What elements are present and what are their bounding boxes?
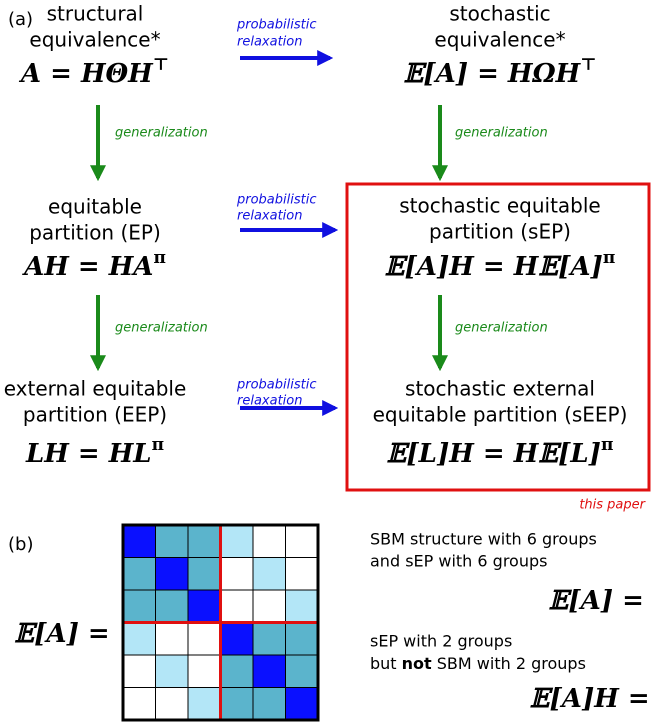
matrix-cell <box>187 654 221 688</box>
relaxation-label: relaxation <box>237 35 302 50</box>
formula-sup: π <box>601 435 613 455</box>
formula-main: A = HΘH <box>18 59 154 89</box>
matrix-border <box>121 523 320 722</box>
matrix-cell <box>187 557 221 591</box>
formula: 𝔼[A] = HΩH⊤ <box>403 55 596 90</box>
node-label: stochastic external <box>405 377 595 401</box>
matrix-cell <box>155 557 189 591</box>
generalization-label: generalization <box>455 321 548 336</box>
matrix-cell <box>220 524 254 558</box>
note-part: SBM with 2 groups <box>432 654 586 673</box>
highlight-label: this paper <box>579 498 646 513</box>
generalization-label: generalization <box>115 126 208 141</box>
matrix-cell <box>285 654 319 688</box>
node-label: structural <box>47 2 144 26</box>
note: SBM structure with 6 groups <box>370 530 597 549</box>
matrix-cell <box>252 589 286 623</box>
note-part: not <box>402 654 432 673</box>
note-part: but <box>370 654 402 673</box>
formula-main: 𝔼[A]H = H𝔼[A] <box>385 252 603 282</box>
relaxation-label: relaxation <box>237 209 302 224</box>
matrix-cell <box>155 589 189 623</box>
matrix-cell <box>155 687 189 721</box>
matrix-cell <box>252 622 286 656</box>
matrix-cell <box>285 589 319 623</box>
relaxation-label: probabilistic <box>236 18 317 33</box>
formula-sup: π <box>152 435 164 455</box>
node-label: stochastic equitable <box>399 194 600 218</box>
matrix-cell <box>252 524 286 558</box>
matrix-cell <box>220 687 254 721</box>
matrix-cell <box>122 557 156 591</box>
node-label: partition (EP) <box>29 221 161 245</box>
formula: 𝔼[A] = HΩH⊤ <box>548 582 651 617</box>
matrix <box>121 523 320 722</box>
formula-main: 𝔼[L]H = H𝔼[L] <box>387 439 601 469</box>
matrix-cell <box>285 524 319 558</box>
formula-sup: ⊤ <box>153 55 169 75</box>
matrix-cell <box>252 654 286 688</box>
formula: 𝔼[L]H = H𝔼[L]π <box>387 435 614 470</box>
formula: 𝔼[A]H = H𝔼[A]π <box>530 680 651 715</box>
matrix-cell <box>122 654 156 688</box>
relaxation-label: probabilistic <box>236 193 317 208</box>
matrix-cell <box>155 622 189 656</box>
relaxation-label: relaxation <box>237 394 302 409</box>
note: but not SBM with 2 groups <box>370 654 586 673</box>
matrix-cell <box>122 589 156 623</box>
matrix-cell <box>187 687 221 721</box>
relaxation-label: probabilistic <box>236 378 317 393</box>
formula-sup: π <box>153 248 165 268</box>
matrix-cell <box>252 557 286 591</box>
formula: AH = HAπ <box>21 248 166 283</box>
note: sEP with 2 groups <box>370 632 512 651</box>
matrix-cell <box>187 622 221 656</box>
panel-label: (a) <box>8 9 33 30</box>
matrix-cell <box>187 589 221 623</box>
matrix-cell <box>187 524 221 558</box>
matrix-cell <box>285 622 319 656</box>
node-label: equitable <box>48 195 142 219</box>
matrix-cell <box>252 687 286 721</box>
formula: A = HΘH⊤ <box>18 55 169 90</box>
formula-main: LH = HL <box>25 439 152 469</box>
arrows <box>90 50 448 416</box>
matrix-cell <box>220 622 254 656</box>
formula-main: 𝔼[A] = HΩH <box>403 59 581 89</box>
formula-sup: ⊤ <box>580 55 596 75</box>
formula-sup: π <box>603 248 615 268</box>
node-label: partition (sEP) <box>429 220 571 244</box>
matrix-cell <box>220 557 254 591</box>
highlight-box <box>345 182 651 492</box>
generalization-label: generalization <box>455 126 548 141</box>
panel-label: (b) <box>8 534 33 555</box>
node-label: equivalence* <box>434 28 565 52</box>
matrix-cell <box>220 654 254 688</box>
node-label: equitable partition (sEEP) <box>373 403 628 427</box>
matrix-cell <box>155 524 189 558</box>
matrix-cell <box>122 524 156 558</box>
note: and sEP with 6 groups <box>370 552 547 571</box>
matrix-cell <box>285 687 319 721</box>
formula-main: 𝔼[A] = HΩH <box>548 586 651 616</box>
node-label: stochastic <box>449 2 550 26</box>
formula-main: AH = HA <box>21 252 153 282</box>
matrix-cell <box>122 622 156 656</box>
formula: 𝔼[A]H = H𝔼[A]π <box>385 248 616 283</box>
matrix-cell <box>155 654 189 688</box>
generalization-label: generalization <box>115 321 208 336</box>
node-label: partition (EEP) <box>23 403 167 427</box>
matrix-cell <box>122 687 156 721</box>
matrix-cell <box>285 557 319 591</box>
node-label: external equitable <box>4 377 187 401</box>
formula: LH = HLπ <box>25 435 164 470</box>
matrix-cell <box>220 589 254 623</box>
formula-main: 𝔼[A]H = H𝔼[A] <box>530 684 651 714</box>
matrix-label: 𝔼[A] = <box>14 619 109 649</box>
node-label: equivalence* <box>29 28 160 52</box>
